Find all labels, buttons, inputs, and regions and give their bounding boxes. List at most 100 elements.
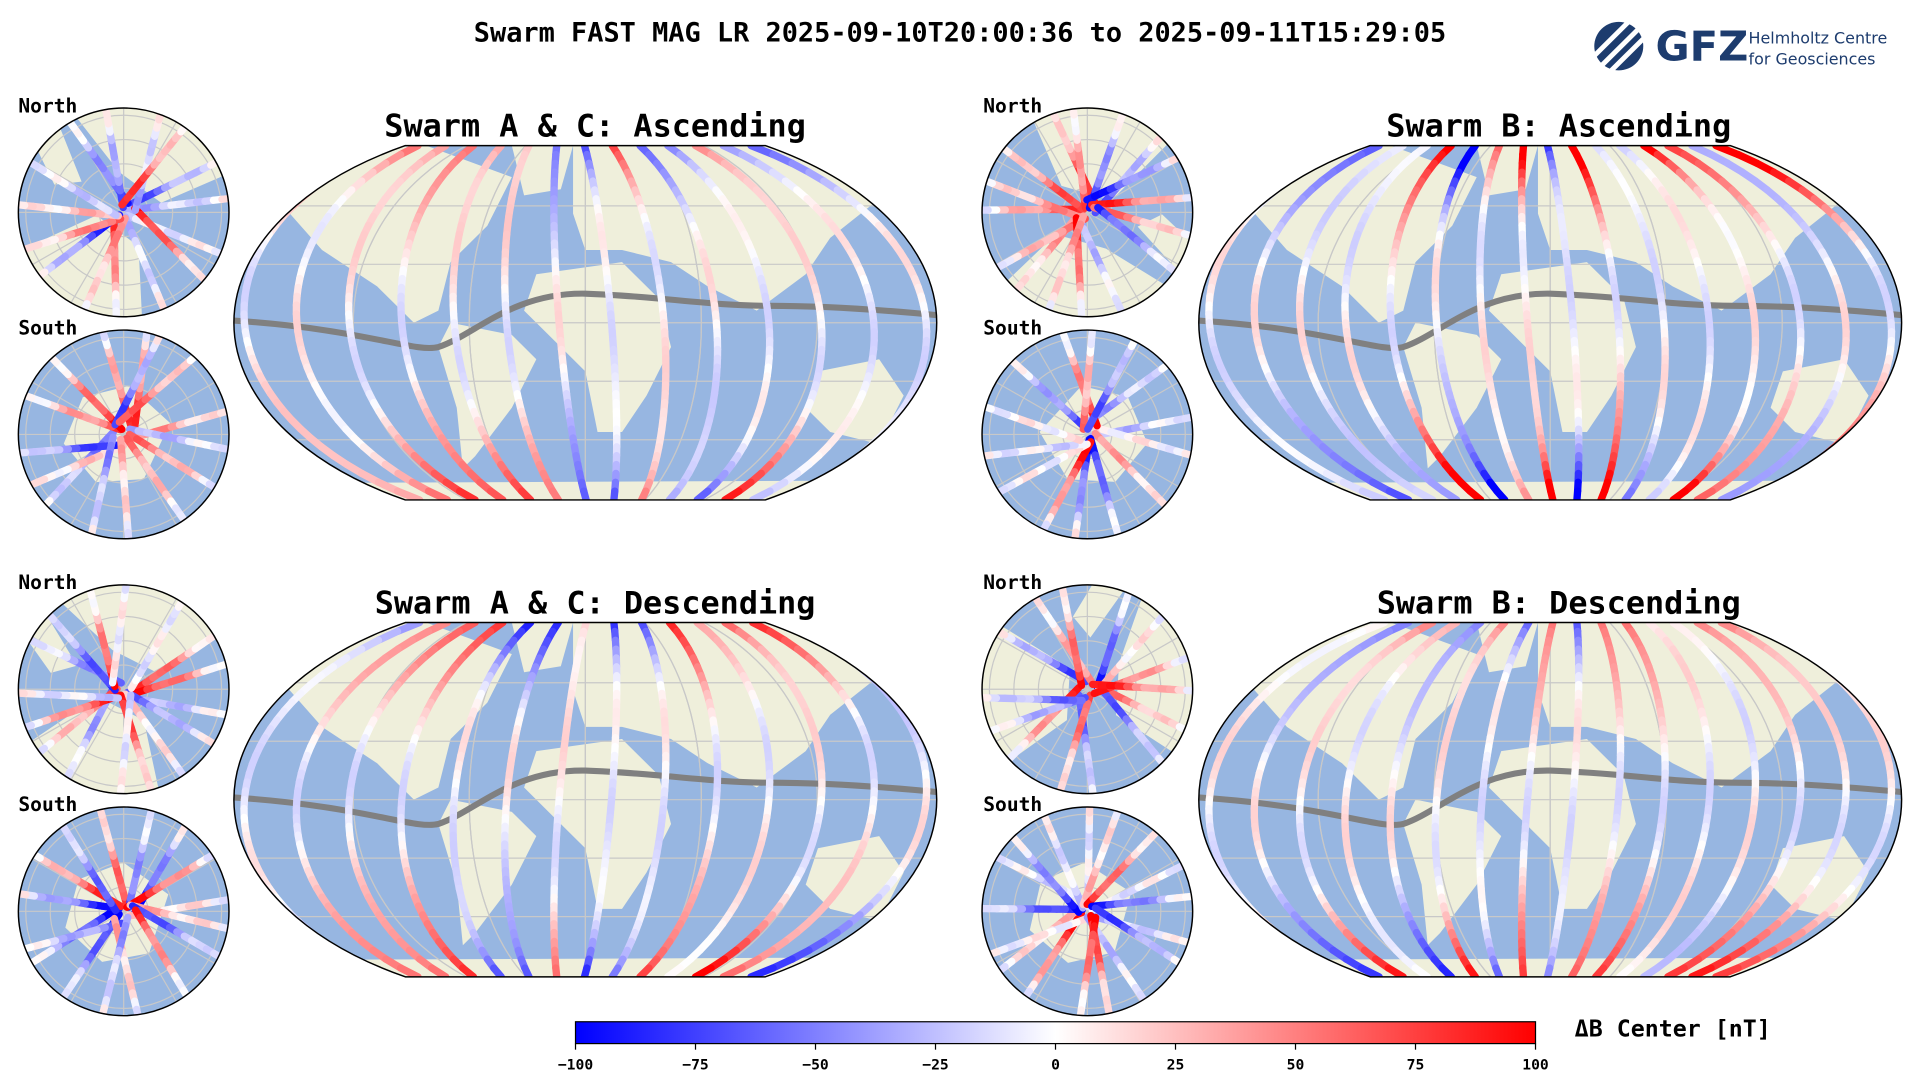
polar-label: North — [18, 571, 77, 594]
track-segment — [719, 964, 746, 977]
track-segment — [1688, 964, 1715, 977]
track-segment — [610, 487, 619, 500]
track-segment — [1111, 806, 1123, 821]
track-segment — [1493, 487, 1509, 500]
panel: Swarm B: Descending North South — [981, 571, 1903, 1017]
polar-body — [18, 108, 229, 317]
track-segment — [1547, 487, 1557, 500]
track-segment — [216, 659, 229, 670]
polar-map — [17, 584, 230, 795]
polar-map — [981, 806, 1194, 1017]
panel: Swarm B: Ascending North South — [981, 94, 1903, 540]
track-segment — [155, 108, 165, 124]
track-segment — [146, 806, 156, 821]
track-segment — [132, 1005, 143, 1016]
polar-map — [17, 329, 230, 540]
track-segment — [424, 487, 452, 500]
track-segment — [455, 487, 479, 500]
polar-label: South — [18, 793, 77, 816]
logo-icon — [1592, 20, 1645, 73]
track-segment — [1358, 487, 1389, 500]
logo-line: for Geosciences — [1749, 49, 1876, 68]
track-segment — [1178, 937, 1193, 947]
track-segment — [98, 330, 109, 342]
track-segment — [486, 487, 507, 500]
track-segment — [1664, 964, 1688, 977]
graticule — [123, 911, 177, 1003]
track-segment — [428, 964, 450, 977]
map-outline — [1198, 144, 1903, 501]
polar-body — [18, 806, 229, 1016]
track-segment — [982, 451, 994, 460]
track-segment — [580, 487, 590, 500]
track-segment — [18, 889, 30, 899]
track-segment — [1058, 330, 1069, 342]
logo-mark: GFZ — [1656, 23, 1749, 71]
polar-body — [982, 330, 1193, 539]
track-segment — [748, 487, 774, 500]
track-segment — [96, 806, 106, 819]
track-segment — [1048, 108, 1060, 123]
logo: GFZ Helmholtz Centre for Geosciences — [1592, 20, 1888, 73]
panel-title: Swarm A & C: Descending — [375, 585, 816, 621]
colorbar-gradient — [574, 1021, 1537, 1045]
track-segment — [1358, 622, 1389, 636]
track-segment — [1693, 487, 1716, 500]
track-segment — [142, 330, 151, 342]
track-segment — [664, 964, 684, 977]
colorbar-label: ΔB Center [nT] — [1575, 1017, 1771, 1043]
colorbar-tick-label: 100 — [1522, 1056, 1549, 1073]
track-segment — [393, 622, 424, 636]
colorbar-tick-label: 25 — [1167, 1056, 1185, 1073]
track-segment — [145, 780, 156, 794]
map-body — [233, 622, 937, 977]
polar-body — [18, 584, 229, 794]
world-map — [1198, 144, 1903, 501]
track-segment — [85, 584, 96, 600]
track-segment — [518, 487, 535, 500]
track-segment — [1712, 964, 1742, 977]
graticule — [1317, 622, 1783, 977]
colorbar-tick-label: −25 — [922, 1056, 949, 1073]
graticule — [1087, 688, 1179, 742]
track-segment — [1669, 487, 1689, 500]
track-segment — [218, 444, 229, 454]
track-segment — [693, 487, 712, 500]
polar-outline — [981, 329, 1194, 540]
panel-title: Swarm B: Descending — [1377, 585, 1741, 621]
track-segment — [98, 1004, 108, 1016]
track-segment — [1567, 964, 1581, 977]
track-segment — [1182, 193, 1193, 202]
colorbar-tick-label: 50 — [1287, 1056, 1305, 1073]
track-segment — [101, 108, 111, 120]
graticule — [468, 622, 703, 977]
track-segment — [1573, 487, 1582, 500]
polar-label: South — [983, 793, 1042, 816]
graticule — [352, 622, 818, 977]
graticule — [1087, 381, 1179, 435]
track-segment — [18, 943, 35, 954]
logo-line: Helmholtz Centre — [1749, 29, 1888, 48]
graticule — [1034, 121, 1088, 213]
polar-map — [981, 584, 1194, 795]
polar-label: North — [983, 571, 1042, 594]
map-outline — [1198, 621, 1903, 978]
polar-body — [982, 584, 1193, 794]
polar-label: North — [18, 94, 77, 117]
graticule — [1317, 145, 1783, 500]
track-segment — [396, 964, 422, 977]
polar-map — [17, 107, 230, 318]
track-segment — [1181, 892, 1193, 901]
colorbar-tick-label: −100 — [558, 1056, 593, 1073]
track-segment — [393, 487, 424, 500]
dip-equator — [1198, 290, 1902, 352]
track-segment — [636, 964, 653, 977]
track-segment — [1181, 413, 1193, 423]
track-segment — [982, 402, 995, 413]
track-segment — [1466, 487, 1485, 500]
track-segment — [1104, 1003, 1114, 1016]
track-segment — [1123, 586, 1134, 603]
track-segment — [1181, 449, 1193, 460]
